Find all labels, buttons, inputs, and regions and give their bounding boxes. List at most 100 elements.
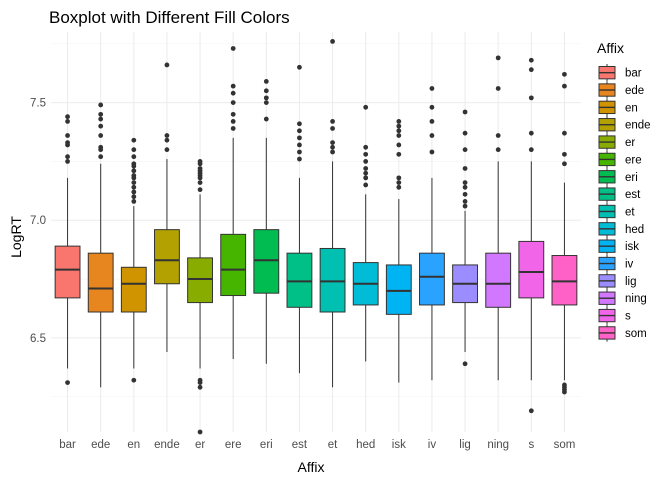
- outlier-point: [297, 64, 302, 70]
- outlier-point: [396, 175, 402, 181]
- outlier-point: [164, 137, 170, 143]
- outlier-point: [98, 144, 104, 150]
- x-tick-label: iv: [428, 439, 437, 451]
- x-tick-label: er: [195, 439, 205, 451]
- outlier-point: [65, 133, 70, 138]
- outlier-point: [98, 102, 104, 108]
- outlier-point: [528, 130, 534, 136]
- legend-label: som: [625, 328, 647, 340]
- legend-label: er: [625, 137, 635, 149]
- x-tick-label: est: [292, 439, 308, 451]
- boxes: [54, 39, 578, 435]
- outlier-point: [98, 111, 104, 117]
- outlier-point: [263, 100, 269, 105]
- outlier-point: [330, 149, 335, 155]
- outlier-point: [297, 121, 302, 127]
- outlier-point: [297, 128, 302, 134]
- outlier-point: [131, 147, 137, 153]
- legend-label: et: [625, 206, 635, 218]
- outlier-point: [462, 130, 468, 136]
- outlier-point: [65, 154, 70, 160]
- outlier-point: [363, 144, 369, 150]
- outlier-point: [230, 46, 236, 51]
- x-tick-label: en: [127, 439, 140, 451]
- outlier-point: [429, 119, 435, 124]
- outlier-point: [562, 161, 567, 167]
- outlier-point: [462, 191, 468, 197]
- outlier-point: [164, 133, 170, 138]
- outlier-point: [528, 408, 534, 414]
- outlier-point: [396, 119, 402, 124]
- chart-title: Boxplot with Different Fill Colors: [49, 8, 290, 27]
- box-ende: [154, 62, 180, 352]
- outlier-point: [197, 429, 203, 435]
- outlier-point: [263, 116, 269, 122]
- box-s: [518, 57, 545, 414]
- outlier-point: [65, 159, 70, 164]
- outlier-point: [330, 126, 335, 131]
- outlier-point: [528, 67, 534, 73]
- legend-item-est: est: [597, 185, 641, 203]
- box-est: [286, 64, 313, 374]
- outlier-point: [131, 189, 137, 195]
- outlier-point: [495, 133, 501, 138]
- outlier-point: [363, 170, 369, 176]
- legend-label: s: [625, 311, 631, 323]
- legend-item-ere: ere: [597, 150, 642, 169]
- legend-item-isk: isk: [597, 237, 639, 255]
- outlier-point: [462, 203, 468, 209]
- outlier-point: [562, 151, 567, 157]
- outlier-point: [98, 154, 104, 160]
- box-iqr: [551, 255, 578, 306]
- x-tick-label: bar: [59, 439, 76, 451]
- x-tick-label: et: [328, 439, 338, 451]
- box-en: [120, 137, 147, 383]
- outlier-point: [462, 180, 468, 185]
- outlier-point: [131, 180, 137, 185]
- outlier-point: [65, 140, 70, 145]
- legend-item-ning: ning: [597, 289, 647, 307]
- legend-label: iv: [625, 259, 634, 271]
- legend-item-iv: iv: [597, 254, 634, 273]
- legend-item-ede: ede: [597, 81, 644, 99]
- legend-label: ere: [625, 154, 642, 166]
- outlier-point: [131, 154, 137, 160]
- outlier-point: [396, 128, 402, 134]
- outlier-point: [131, 199, 137, 204]
- outlier-point: [263, 79, 269, 84]
- legend-title: Affix: [597, 40, 624, 56]
- outlier-point: [396, 142, 402, 148]
- box-iqr: [120, 266, 147, 313]
- box-ere: [220, 46, 247, 360]
- grid: [51, 32, 581, 432]
- outlier-point: [131, 194, 137, 200]
- outlier-point: [462, 184, 468, 190]
- outlier-point: [297, 156, 302, 162]
- x-tick-label: ere: [225, 439, 242, 451]
- box-lig: [452, 109, 478, 367]
- box-iqr: [87, 252, 114, 313]
- outlier-point: [98, 133, 104, 138]
- x-tick-label: isk: [392, 439, 406, 451]
- x-tick-label: s: [528, 439, 534, 451]
- outlier-point: [396, 151, 402, 157]
- box-iv: [419, 86, 445, 381]
- outlier-point: [197, 187, 203, 193]
- outlier-point: [396, 133, 402, 138]
- outlier-point: [197, 180, 203, 185]
- outlier-point: [98, 123, 104, 129]
- outlier-point: [562, 83, 567, 89]
- x-tick-label: ning: [487, 439, 509, 451]
- y-tick-label: 7.5: [30, 98, 46, 110]
- outlier-point: [197, 377, 203, 383]
- legend-label: en: [625, 102, 638, 114]
- outlier-point: [98, 116, 104, 122]
- box-iqr: [419, 252, 445, 306]
- outlier-point: [562, 382, 567, 388]
- outlier-point: [164, 147, 170, 153]
- outlier-point: [197, 159, 203, 164]
- box-isk: [385, 119, 412, 383]
- outlier-point: [197, 166, 203, 171]
- y-tick-label: 7.0: [30, 215, 46, 227]
